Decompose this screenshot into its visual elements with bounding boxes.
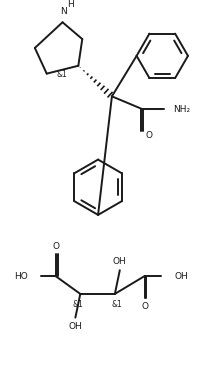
Text: OH: OH bbox=[174, 272, 188, 281]
Text: &1: &1 bbox=[111, 300, 122, 309]
Text: NH₂: NH₂ bbox=[173, 105, 190, 114]
Text: OH: OH bbox=[113, 257, 127, 266]
Text: O: O bbox=[141, 302, 148, 311]
Text: &1: &1 bbox=[56, 70, 67, 79]
Text: OH: OH bbox=[69, 322, 82, 331]
Text: H: H bbox=[67, 0, 74, 9]
Text: &1: &1 bbox=[73, 300, 84, 309]
Text: N: N bbox=[60, 7, 67, 16]
Text: O: O bbox=[52, 242, 59, 251]
Text: HO: HO bbox=[14, 272, 28, 281]
Text: O: O bbox=[146, 131, 153, 141]
